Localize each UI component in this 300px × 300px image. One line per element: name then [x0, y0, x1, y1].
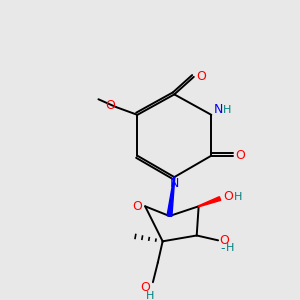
Polygon shape: [167, 177, 175, 216]
Text: H: H: [233, 192, 242, 202]
Text: O: O: [196, 70, 206, 83]
Text: O: O: [140, 280, 150, 294]
Text: N: N: [169, 177, 179, 190]
Text: H: H: [226, 243, 234, 253]
Text: H: H: [223, 105, 231, 115]
Text: O: O: [223, 190, 233, 203]
Text: -: -: [221, 242, 225, 255]
Polygon shape: [199, 197, 221, 207]
Text: N: N: [213, 103, 223, 116]
Text: O: O: [105, 99, 115, 112]
Text: O: O: [132, 200, 142, 213]
Text: H: H: [146, 291, 154, 300]
Text: O: O: [236, 149, 245, 162]
Text: O: O: [219, 234, 229, 247]
